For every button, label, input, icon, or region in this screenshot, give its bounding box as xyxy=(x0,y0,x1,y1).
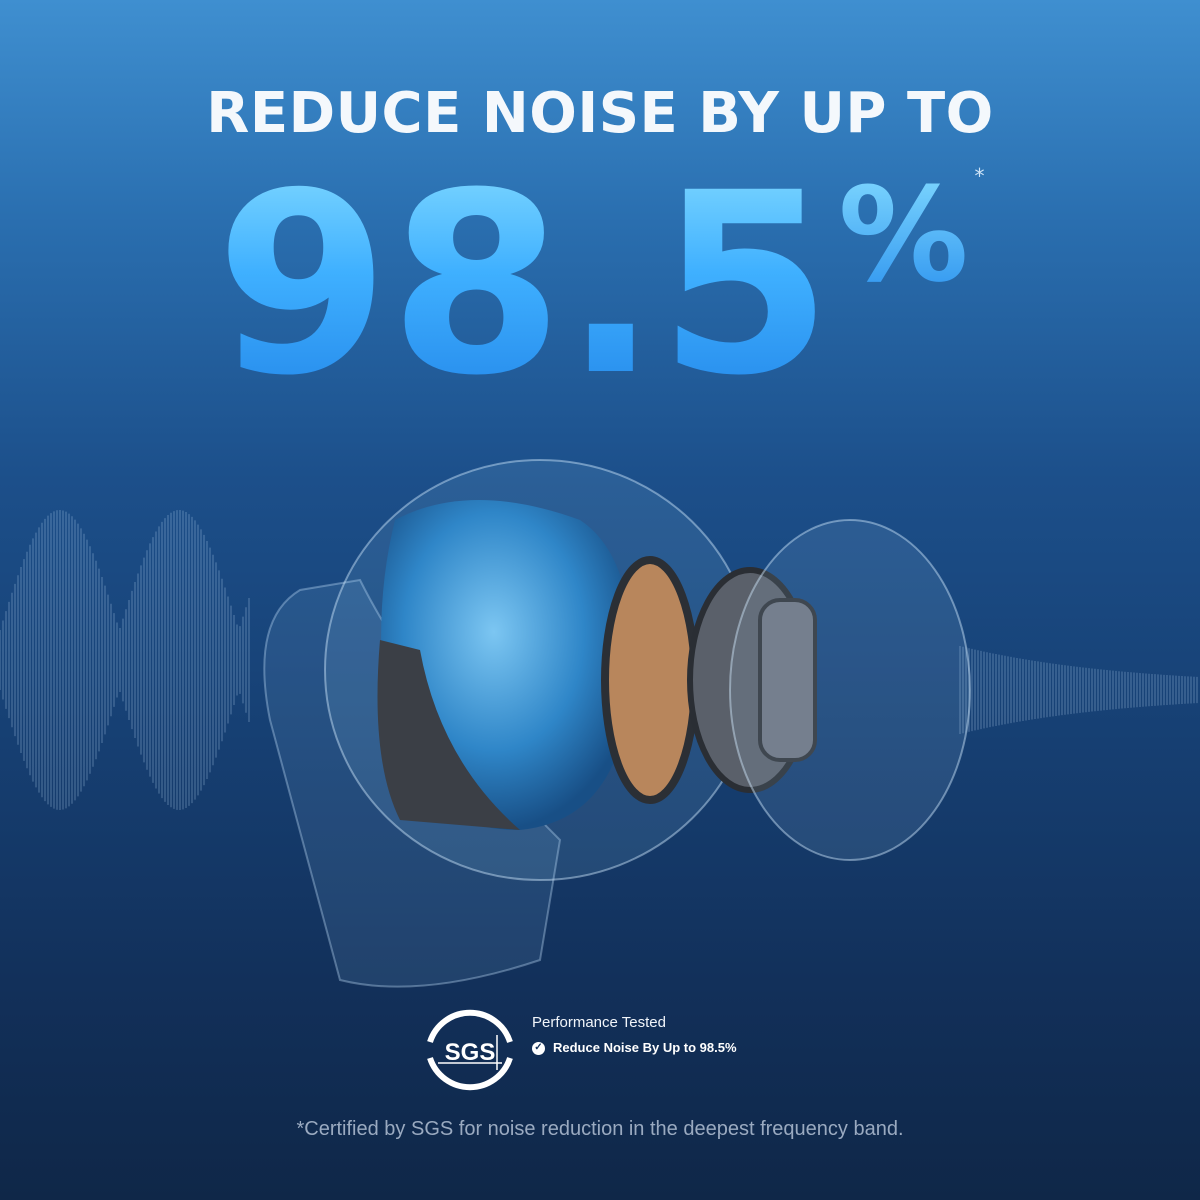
claim-text: Reduce Noise By Up to 98.5% xyxy=(553,1040,737,1055)
asterisk: * xyxy=(974,164,985,188)
sound-wave xyxy=(0,510,1198,810)
big-percentage: 98.5 xyxy=(215,139,833,430)
anc-mic xyxy=(758,598,817,762)
footnote: *Certified by SGS for noise reduction in… xyxy=(296,1118,904,1140)
check-circle-icon: ✓ xyxy=(532,1041,545,1055)
svg-text:SGS: SGS xyxy=(445,1039,496,1066)
percentage-row: 98.5 % * xyxy=(0,160,1200,410)
percent-sign: % xyxy=(838,159,969,311)
earbud-grip xyxy=(377,640,520,830)
sgs-logo: SGS xyxy=(427,1009,513,1091)
performance-tested-label: Performance Tested xyxy=(532,1014,666,1031)
ear-tip xyxy=(729,519,971,861)
claim-row: ✓ Reduce Noise By Up to 98.5% xyxy=(532,1040,737,1056)
headline: REDUCE NOISE BY UP TO xyxy=(206,81,994,146)
driver-copper xyxy=(601,556,699,804)
